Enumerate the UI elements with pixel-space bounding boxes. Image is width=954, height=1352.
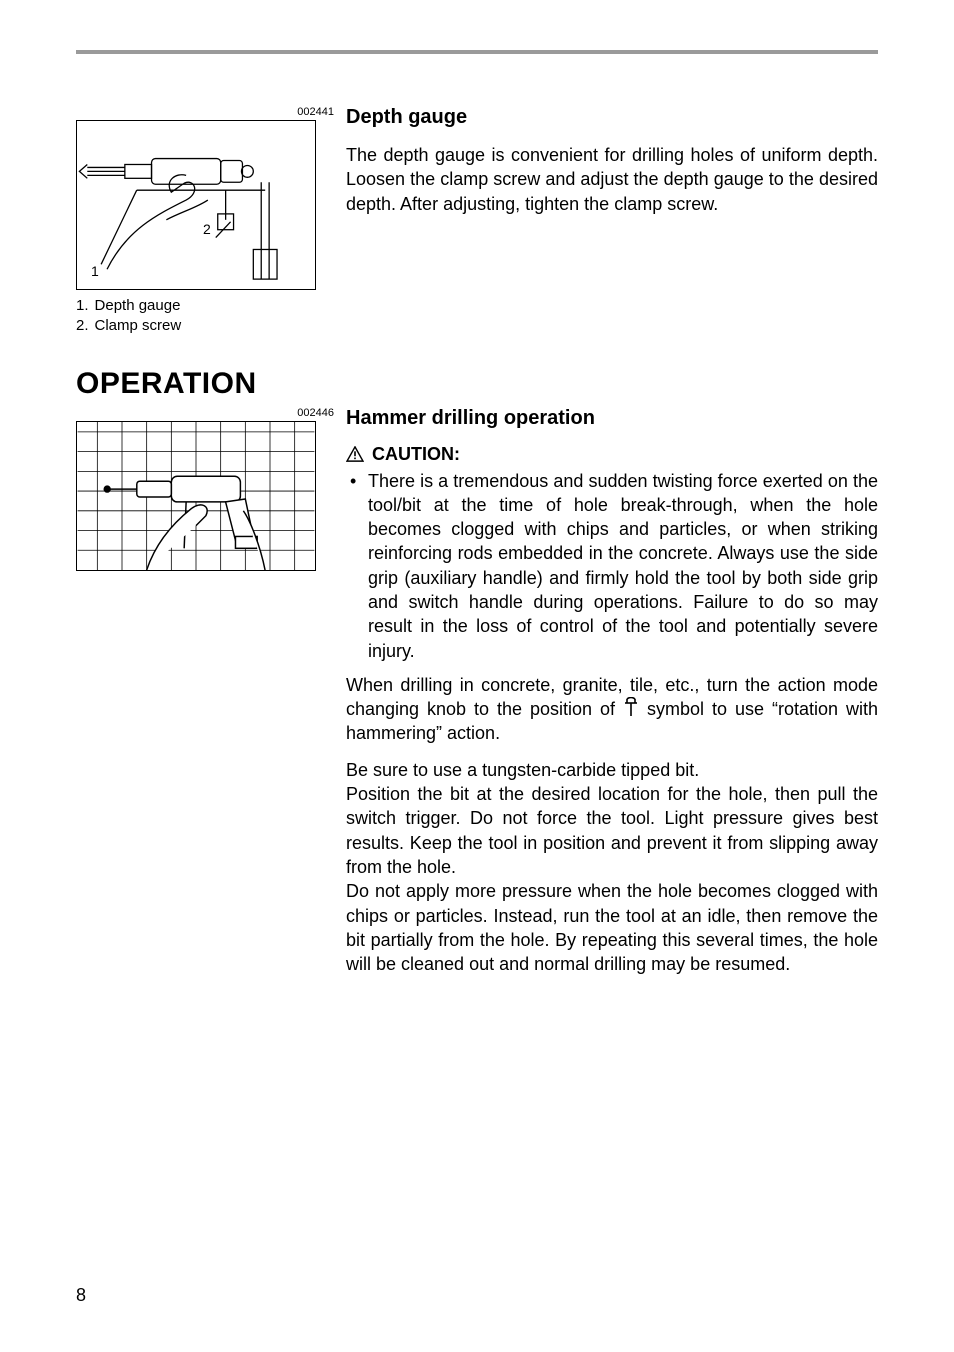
- caution-line: CAUTION:: [346, 444, 878, 465]
- figure1-legend-item: 1. Depth gauge: [76, 296, 336, 316]
- warning-triangle-icon: [346, 446, 364, 462]
- figure1-column: 002441: [76, 106, 336, 337]
- depth-gauge-heading: Depth gauge: [346, 106, 878, 129]
- depth-gauge-body: The depth gauge is convenient for drilli…: [346, 143, 878, 216]
- hammer-para1: When drilling in concrete, granite, tile…: [346, 673, 878, 746]
- hammer-para3: Position the bit at the desired location…: [346, 782, 878, 879]
- bullet-dot: •: [346, 469, 368, 663]
- legend-label: Depth gauge: [95, 296, 181, 316]
- figure2-column: 002446: [76, 407, 336, 571]
- legend-label: Clamp screw: [95, 316, 182, 336]
- hammer-para2: Be sure to use a tungsten-carbide tipped…: [346, 758, 878, 782]
- caution-bullet-list: • There is a tremendous and sudden twist…: [346, 469, 878, 663]
- hammer-symbol-icon: [623, 697, 639, 717]
- section1-text: Depth gauge The depth gauge is convenien…: [336, 106, 878, 228]
- figure1-legend-item: 2. Clamp screw: [76, 316, 336, 336]
- figure1-code: 002441: [76, 106, 336, 118]
- figure1-box: 1 2: [76, 120, 316, 290]
- figure2-code: 002446: [76, 407, 336, 419]
- figure2-box: [76, 421, 316, 571]
- hammer-para4: Do not apply more pressure when the hole…: [346, 879, 878, 976]
- page-number: 8: [76, 1285, 86, 1306]
- operation-heading: OPERATION: [76, 367, 878, 401]
- figure1-callout-1: 1: [91, 263, 99, 279]
- caution-label: CAUTION:: [372, 444, 460, 465]
- figure1-illustration: [77, 121, 315, 289]
- figure1-callout-2: 2: [203, 221, 211, 237]
- caution-bullet-text: There is a tremendous and sudden twistin…: [368, 469, 878, 663]
- section2-text: Hammer drilling operation CAUTION: • The…: [336, 407, 878, 977]
- caution-bullet-item: • There is a tremendous and sudden twist…: [346, 469, 878, 663]
- legend-num: 1.: [76, 296, 89, 316]
- top-rule: [76, 50, 878, 54]
- hammer-drilling-heading: Hammer drilling operation: [346, 407, 878, 430]
- legend-num: 2.: [76, 316, 89, 336]
- figure2-illustration: [77, 422, 315, 570]
- figure1-legend: 1. Depth gauge 2. Clamp screw: [76, 296, 336, 337]
